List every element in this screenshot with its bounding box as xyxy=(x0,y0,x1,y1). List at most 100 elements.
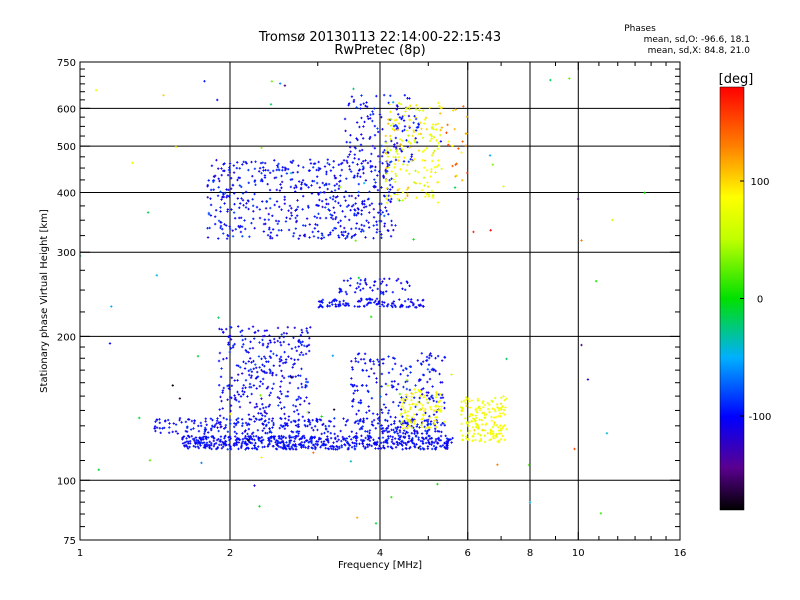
data-point xyxy=(273,437,276,441)
data-point xyxy=(253,420,256,423)
data-point xyxy=(346,161,349,164)
data-point xyxy=(222,357,225,361)
data-point xyxy=(486,407,490,411)
data-point xyxy=(235,432,238,435)
data-point xyxy=(339,179,342,183)
data-point xyxy=(355,287,358,290)
data-point xyxy=(482,411,486,415)
data-point xyxy=(391,290,395,294)
data-point xyxy=(366,161,370,165)
data-point xyxy=(387,213,390,216)
data-point xyxy=(393,437,397,440)
data-point xyxy=(267,417,271,421)
data-point xyxy=(219,423,222,426)
x-tick-label: 4 xyxy=(377,548,383,559)
data-point xyxy=(305,183,308,187)
data-point xyxy=(362,206,366,209)
data-point xyxy=(427,185,430,188)
data-point xyxy=(387,409,391,412)
data-point xyxy=(409,142,412,145)
data-point xyxy=(377,130,380,134)
data-point xyxy=(251,204,255,207)
data-point xyxy=(237,447,240,451)
data-point xyxy=(407,186,410,189)
data-point xyxy=(299,374,302,377)
data-point xyxy=(362,417,365,420)
data-point xyxy=(253,227,256,230)
data-point xyxy=(307,441,310,444)
data-point xyxy=(219,226,222,230)
data-point xyxy=(219,190,222,193)
data-point xyxy=(277,404,280,407)
data-point xyxy=(226,234,229,237)
data-point xyxy=(359,438,363,442)
data-point xyxy=(241,387,244,390)
data-point xyxy=(339,174,342,177)
data-point xyxy=(436,180,440,184)
data-point xyxy=(499,402,503,405)
data-point xyxy=(488,154,492,157)
data-point xyxy=(422,166,426,169)
x-tick-label: 6 xyxy=(465,548,471,559)
data-point xyxy=(178,397,182,400)
data-point xyxy=(286,326,289,329)
data-point xyxy=(389,110,392,114)
data-point xyxy=(372,207,376,211)
data-point xyxy=(381,211,384,214)
data-point xyxy=(476,432,480,436)
data-point xyxy=(419,121,422,124)
data-point xyxy=(241,235,244,238)
data-point xyxy=(430,443,433,446)
data-point xyxy=(217,359,221,363)
data-point xyxy=(251,174,254,178)
data-point xyxy=(247,427,251,431)
data-point xyxy=(427,363,431,366)
data-point xyxy=(372,224,375,227)
data-point xyxy=(420,352,423,355)
data-point xyxy=(549,78,552,82)
data-point xyxy=(285,216,288,219)
data-point xyxy=(382,175,385,178)
data-point xyxy=(260,368,263,372)
data-point xyxy=(398,392,402,396)
data-point xyxy=(411,441,414,444)
data-point xyxy=(238,167,241,170)
data-point xyxy=(440,405,443,408)
data-point xyxy=(264,357,267,360)
data-point xyxy=(437,159,440,162)
data-point xyxy=(378,113,382,116)
data-point xyxy=(327,182,331,186)
data-point xyxy=(384,206,387,209)
data-point xyxy=(316,204,319,207)
data-point xyxy=(386,146,389,150)
data-point xyxy=(209,203,213,207)
data-point xyxy=(273,341,276,344)
data-point xyxy=(360,148,364,152)
data-point xyxy=(410,398,413,402)
data-point xyxy=(478,418,481,421)
data-point xyxy=(360,162,363,165)
colorbar-tick-label: 0 xyxy=(757,295,763,306)
data-point xyxy=(319,446,322,449)
data-point xyxy=(355,121,359,124)
data-point xyxy=(252,415,255,418)
data-point xyxy=(257,355,261,358)
data-point xyxy=(271,228,275,231)
data-point xyxy=(373,178,376,181)
data-point xyxy=(186,434,190,438)
data-point xyxy=(394,193,397,196)
data-point xyxy=(295,185,298,189)
data-point xyxy=(446,123,449,127)
data-point xyxy=(290,161,294,164)
data-point xyxy=(239,395,243,398)
data-point xyxy=(528,501,532,504)
y-tick-label: 750 xyxy=(57,58,76,69)
data-point xyxy=(393,380,396,383)
data-point xyxy=(223,202,226,205)
data-point xyxy=(200,461,203,465)
data-point xyxy=(359,288,362,292)
data-point xyxy=(258,407,262,411)
data-point xyxy=(362,166,365,170)
data-point xyxy=(380,202,383,205)
data-point xyxy=(366,434,369,437)
